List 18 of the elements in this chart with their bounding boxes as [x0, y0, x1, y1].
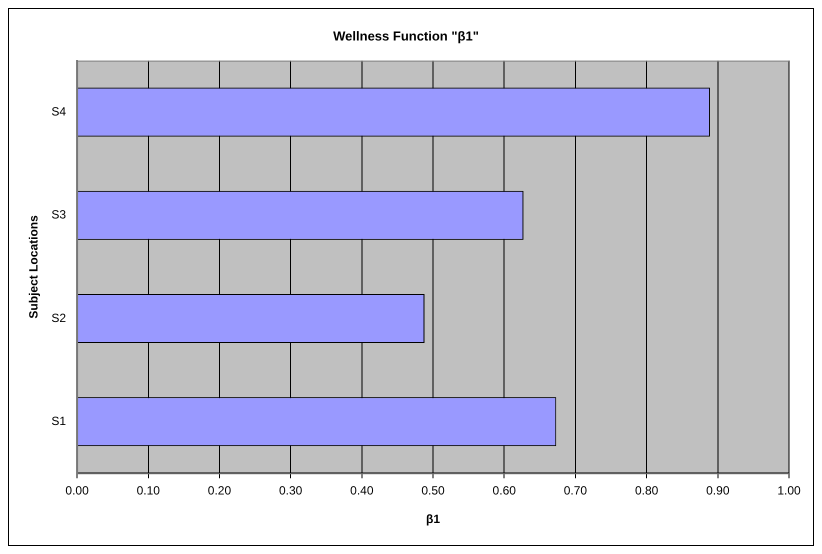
x-tick-label: 0.50	[421, 484, 446, 498]
x-tick-label: 0.20	[208, 484, 232, 498]
y-tick-label: S2	[51, 310, 66, 325]
x-tick-label: 0.30	[278, 484, 303, 498]
x-tick-label: 0.10	[136, 484, 160, 498]
x-axis-title: β1	[426, 512, 440, 526]
x-tick-label: 0.60	[492, 484, 516, 498]
x-tick-label: 1.00	[777, 484, 801, 498]
x-tick-label: 0.90	[706, 484, 730, 498]
y-axis-title: Subject Locations	[26, 214, 41, 319]
x-tick-label: 0.80	[634, 484, 659, 498]
y-tick-label: S1	[51, 414, 66, 428]
x-tick-label: 0.40	[350, 484, 374, 498]
y-tick-label: S4	[51, 104, 66, 118]
x-tick-label: 0.00	[65, 484, 90, 498]
y-tick-label: S3	[51, 208, 66, 222]
x-tick-label: 0.70	[564, 484, 588, 498]
chart-title: Wellness Function "β1"	[333, 28, 479, 44]
